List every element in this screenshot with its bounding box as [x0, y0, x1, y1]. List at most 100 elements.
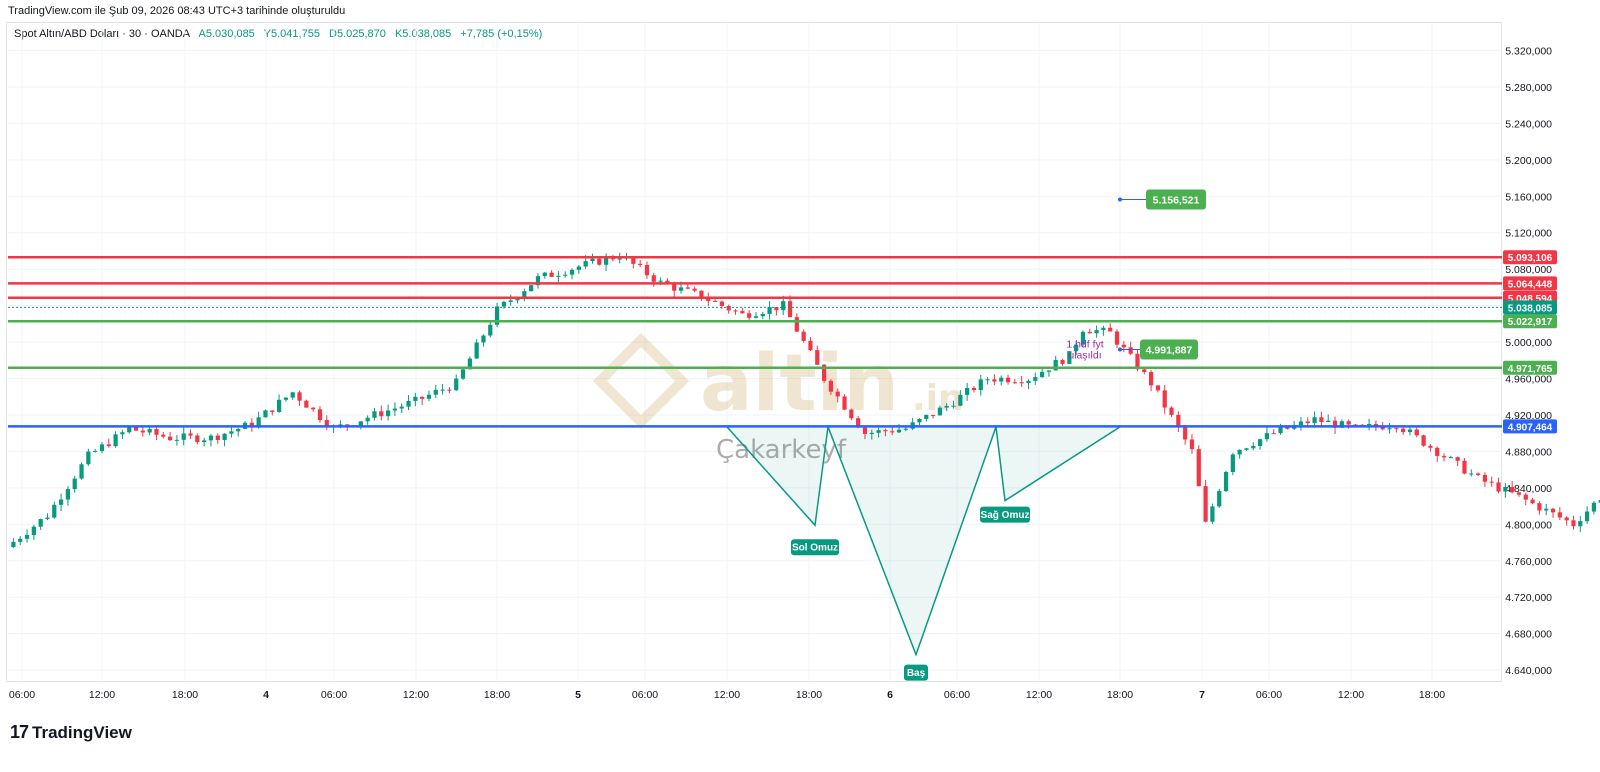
candle-body: [140, 430, 145, 433]
candle-body: [1060, 359, 1065, 364]
pattern-label: Baş: [907, 668, 926, 679]
candle-body: [147, 429, 152, 433]
candle-body: [556, 275, 561, 277]
candle-body: [1019, 382, 1024, 384]
y-tick-label: 5.280,000: [1505, 82, 1552, 94]
pattern-fill: [727, 426, 1120, 655]
x-tick-label: 18:00: [796, 689, 822, 701]
candle-body: [835, 391, 840, 397]
candle-body: [930, 414, 936, 416]
candle-body: [1189, 439, 1195, 450]
candle-body: [1128, 347, 1133, 354]
candle-body: [685, 287, 690, 289]
candle-body: [1121, 344, 1126, 348]
target-dot: [1118, 197, 1122, 202]
tradingview-brand[interactable]: 17 TradingView: [10, 722, 132, 743]
candle-body: [283, 397, 289, 400]
candle-body: [760, 313, 765, 317]
candle-body: [1026, 380, 1031, 384]
candle-body: [481, 335, 486, 343]
candle-body: [869, 432, 874, 435]
candle-body: [1101, 327, 1106, 331]
target-label: 4.991,887: [1146, 344, 1193, 356]
low-value: D5.025,870: [329, 28, 386, 40]
candle-body: [583, 261, 588, 267]
target-box: [1140, 339, 1198, 360]
candle-body: [1516, 492, 1522, 495]
candle-body: [1237, 449, 1242, 455]
candle-body: [1012, 382, 1017, 384]
candle-body: [1469, 473, 1474, 475]
candle-body: [440, 389, 445, 391]
candle-body: [535, 276, 541, 286]
candle-body: [1094, 330, 1099, 334]
candle-body: [549, 272, 554, 277]
candle-body: [202, 440, 207, 443]
candle-body: [1183, 426, 1188, 440]
candle-body: [1394, 428, 1399, 430]
candle-body: [992, 379, 997, 382]
candle-body: [161, 434, 166, 437]
watermark-logo-icon: [592, 332, 690, 430]
candle-body: [1148, 372, 1154, 386]
candle-body: [862, 427, 868, 435]
candle-body: [1080, 331, 1086, 345]
level-label: 4.971,765: [1508, 364, 1553, 375]
candle-body: [1135, 353, 1140, 370]
candle-body: [821, 364, 827, 381]
candle-body: [1578, 521, 1583, 527]
y-tick-label: 4.880,000: [1505, 446, 1552, 458]
x-tick-label: 12:00: [714, 689, 740, 701]
candle-body: [1162, 390, 1167, 408]
close-value: K5.038,085: [394, 28, 452, 40]
candle-body: [24, 534, 30, 539]
candle-body: [133, 427, 139, 431]
candle-body: [1264, 433, 1270, 440]
candle-body: [379, 411, 384, 417]
candle-body: [413, 396, 418, 401]
candle-body: [508, 300, 513, 302]
candle-body: [1584, 511, 1590, 522]
candle-body: [311, 407, 316, 410]
candle-body: [1176, 414, 1181, 427]
y-tick-label: 5.320,000: [1505, 46, 1552, 58]
candle-body: [1033, 377, 1038, 381]
candle-body: [106, 444, 111, 447]
candle-body: [45, 517, 50, 520]
candle-body: [917, 418, 922, 423]
candle-body: [767, 307, 772, 314]
candle-body: [1455, 457, 1460, 461]
candle-body: [433, 389, 438, 395]
candle-body: [1230, 454, 1235, 472]
candle-body: [672, 284, 677, 291]
candle-body: [188, 433, 193, 436]
candle-body: [127, 427, 132, 433]
y-tick-label: 4.680,000: [1505, 629, 1552, 641]
candle-body: [1210, 506, 1215, 522]
candle-body: [733, 310, 738, 312]
candle-body: [740, 311, 745, 314]
candle-body: [563, 274, 568, 276]
candle-body: [1319, 417, 1324, 422]
candle-body: [276, 399, 282, 412]
level-label-bg: [1503, 360, 1557, 375]
candle-body: [1169, 407, 1174, 415]
candle-body: [856, 418, 861, 428]
candle-body: [1053, 359, 1058, 371]
level-label: 5.093,106: [1508, 253, 1553, 264]
candle-body: [358, 421, 363, 426]
y-tick-label: 4.800,000: [1505, 519, 1552, 531]
candle-body: [297, 392, 302, 401]
x-tick-label: 12:00: [1338, 689, 1364, 701]
candle-body: [576, 266, 581, 270]
candle-body: [365, 417, 370, 422]
candle-body: [1448, 457, 1453, 459]
candle-body: [747, 313, 752, 318]
candle-body: [1142, 369, 1147, 373]
candle-body: [494, 306, 500, 325]
candle-body: [181, 433, 186, 440]
y-tick-label: 4.920,000: [1505, 410, 1552, 422]
candle-body: [787, 301, 793, 318]
candle-body: [426, 394, 432, 399]
